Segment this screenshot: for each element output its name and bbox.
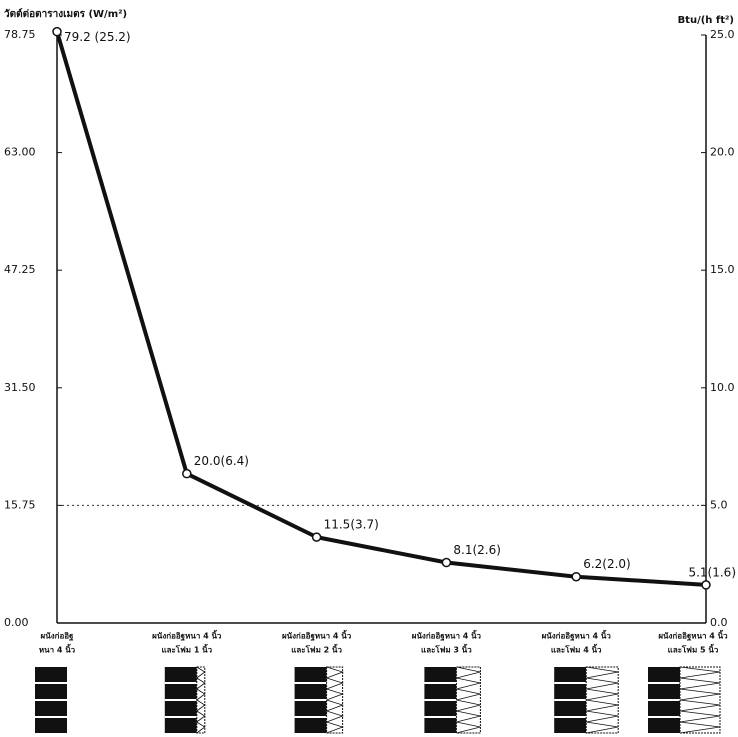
y-tick-label: 47.25	[4, 263, 36, 276]
point	[311, 532, 322, 542]
point	[182, 468, 192, 479]
y-tick-label: 15.75	[4, 498, 36, 511]
wall-icon	[554, 666, 619, 734]
foam	[585, 666, 619, 734]
data-label: 6.2(2.0)	[583, 557, 631, 571]
y-tick-label: 63.00	[4, 146, 36, 159]
y-tick-label: 78.75	[4, 28, 36, 41]
y2-tick-label: 20.0	[710, 146, 735, 159]
x-tick-label: ผนังก่ออิฐหนา 4 นิ้ว	[152, 630, 222, 642]
x-tick-label: ผนังก่ออิฐ	[41, 632, 75, 642]
foam-pattern	[196, 666, 206, 734]
x-tick-label: และโฟม 5 นิ้ว	[668, 644, 719, 655]
data-label: 11.5(3.7)	[324, 518, 379, 532]
x-tick-label: และโฟม 1 นิ้ว	[161, 644, 212, 655]
x-tick-label: และโฟม 2 นิ้ว	[291, 644, 342, 655]
data-label: 20.0(6.4)	[194, 454, 249, 468]
line	[55, 31, 707, 587]
point	[571, 571, 581, 582]
wall-icon	[648, 666, 721, 734]
x-tick-label: ผนังก่ออิฐหนา 4 นิ้ว	[282, 630, 352, 642]
y2-tick-label: 15.0	[710, 263, 735, 276]
foam	[679, 666, 721, 734]
y2-tick-label: 5.0	[710, 498, 728, 511]
y-tick-label: 31.50	[4, 381, 36, 394]
data-label: 79.2 (25.2)	[64, 30, 131, 44]
wall-icon	[35, 667, 67, 733]
wall-icon	[424, 666, 481, 734]
x-tick-label: และโฟม 4 นิ้ว	[551, 644, 602, 655]
foam-pattern	[326, 666, 344, 734]
y2-tick-label: 0.0	[710, 616, 728, 629]
foam	[455, 666, 481, 734]
foam-pattern	[679, 666, 721, 734]
wall-icon	[164, 666, 206, 734]
x-tick-label: และโฟม 3 นิ้ว	[421, 644, 472, 655]
x-tick-label: ผนังก่ออิฐหนา 4 นิ้ว	[412, 630, 482, 642]
point	[441, 557, 452, 568]
y-tick-label: 0.00	[4, 616, 29, 629]
foam-pattern	[456, 666, 481, 734]
point	[701, 580, 711, 590]
data-label: 5.1(1.6)	[688, 565, 736, 579]
y2-tick-label: 25.0	[710, 28, 735, 41]
x-tick-label: หนา 4 นิ้ว	[39, 644, 76, 655]
y2-tick-label: 10.0	[710, 381, 735, 394]
x-tick-label: ผนังก่ออิฐหนา 4 นิ้ว	[542, 630, 612, 642]
y2-axis-title: Btu/(h ft²)	[678, 15, 734, 26]
wall-icon	[294, 666, 344, 734]
foam-pattern	[586, 666, 619, 734]
point	[52, 26, 62, 37]
data-label: 8.1(2.6)	[453, 543, 501, 557]
y-axis-title: วัตต์ต่อตารางเมตร (W/m²)	[4, 8, 127, 20]
x-tick-label: ผนังก่ออิฐหนา 4 นิ้ว	[658, 630, 728, 642]
